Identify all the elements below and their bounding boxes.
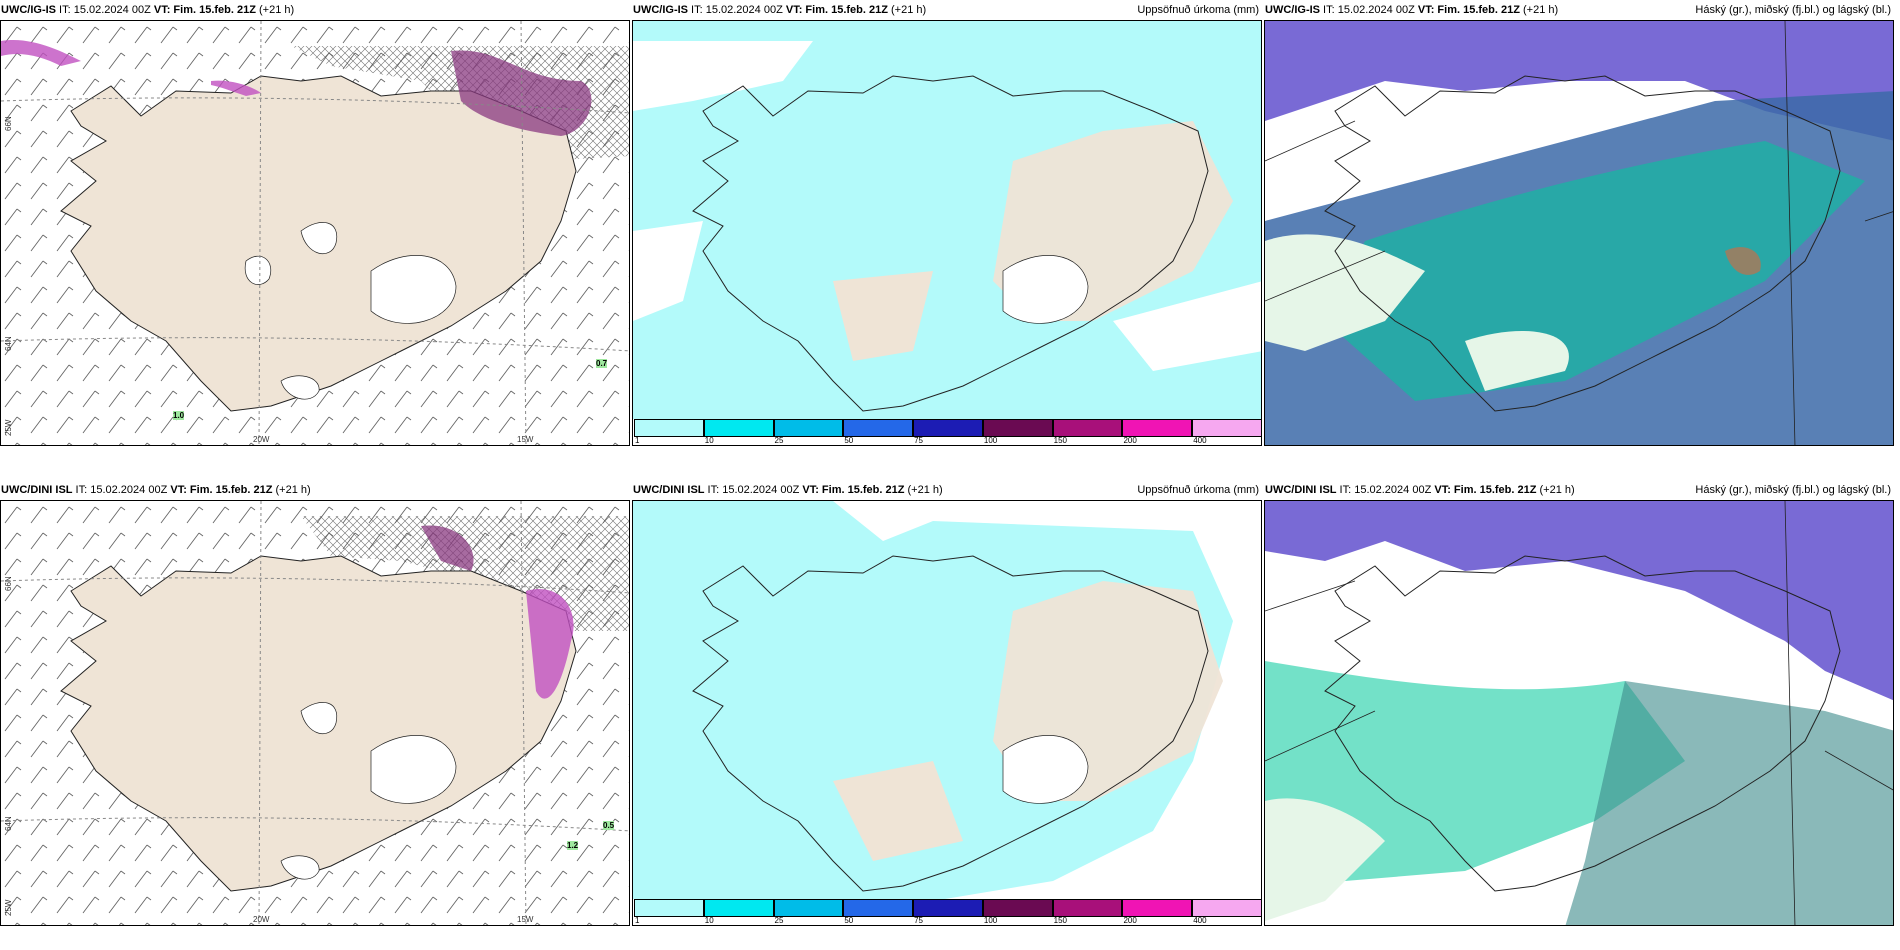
panel-field-title: Uppsöfnuð úrkoma (mm)	[1137, 484, 1259, 496]
lon-label-20: 20W	[253, 435, 270, 444]
wind-map: 66N 64N 25W 20W 15W 1.0 0.7	[0, 20, 630, 446]
lon-label-20: 20W	[253, 915, 270, 924]
panel-header: UWC/DINI ISL IT: 15.02.2024 00Z VT: Fim.…	[632, 480, 1262, 500]
model-name: UWC/IG-IS	[1265, 4, 1320, 16]
panel-header: UWC/DINI ISL IT: 15.02.2024 00Z VT: Fim.…	[1264, 480, 1894, 500]
model-name: UWC/IG-IS	[1, 4, 56, 16]
colorbar-label: 100	[983, 916, 998, 925]
colorbar-swatch	[1052, 899, 1123, 917]
colorbar-swatch	[634, 419, 704, 437]
colorbar-swatch	[982, 419, 1053, 437]
colorbar-swatch	[1122, 899, 1193, 917]
colorbar-swatch	[843, 899, 914, 917]
panel-header: UWC/IG-IS IT: 15.02.2024 00Z VT: Fim. 15…	[632, 0, 1262, 20]
colorbar-swatch	[982, 899, 1053, 917]
panel-ig-clouds: UWC/IG-IS IT: 15.02.2024 00Z VT: Fim. 15…	[1264, 0, 1894, 446]
lat-label-66: 66N	[4, 116, 13, 131]
panel-ig-wind: UWC/IG-IS IT: 15.02.2024 00Z VT: Fim. 15…	[0, 0, 630, 446]
lon-label-15: 15W	[517, 435, 534, 444]
lat-label-66: 66N	[4, 576, 13, 591]
colorbar-swatch	[703, 419, 774, 437]
colorbar-label: 200	[1123, 916, 1137, 925]
wind-map: 66N 64N 25W 20W 15W 1.2 0.5	[0, 500, 630, 926]
lon-label-25: 25W	[4, 899, 13, 916]
colorbar-label: 1	[635, 916, 640, 925]
colorbar-label: 1	[635, 436, 640, 445]
panel-dini-precip: UWC/DINI ISL IT: 15.02.2024 00Z VT: Fim.…	[632, 480, 1262, 926]
colorbar-swatch	[1192, 419, 1261, 437]
precip-map: 1 10 25 50 75 100 150 200 400	[632, 500, 1262, 926]
colorbar-label: 10	[704, 436, 714, 445]
lat-label-64: 64N	[4, 816, 13, 831]
colorbar-swatch	[1122, 419, 1193, 437]
colorbar-label: 10	[704, 916, 714, 925]
lon-label-25: 25W	[4, 419, 13, 436]
model-name: UWC/DINI ISL	[633, 484, 705, 496]
colorbar-swatch	[1192, 899, 1261, 917]
panel-dini-wind: UWC/DINI ISL IT: 15.02.2024 00Z VT: Fim.…	[0, 480, 630, 926]
iceland-land	[60, 75, 577, 412]
precip-colorbar: 1 10 25 50 75 100 150 200 400	[633, 899, 1261, 925]
colorbar-label: 50	[844, 436, 854, 445]
wind-value: 1.0	[173, 411, 185, 420]
panel-ig-precip: UWC/IG-IS IT: 15.02.2024 00Z VT: Fim. 15…	[632, 0, 1262, 446]
cloud-map	[1264, 20, 1894, 446]
panel-field-title: Háský (gr.), miðský (fj.bl.) og lágský (…	[1695, 4, 1891, 16]
lat-label-64: 64N	[4, 336, 13, 351]
colorbar-label: 50	[844, 916, 854, 925]
colorbar-label: 25	[774, 916, 784, 925]
colorbar-label: 400	[1193, 436, 1207, 445]
panel-field-title: Uppsöfnuð úrkoma (mm)	[1137, 4, 1259, 16]
colorbar-label: 75	[914, 916, 924, 925]
colorbar-swatch	[913, 899, 983, 917]
wind-value: 0.7	[596, 359, 608, 368]
colorbar-swatch	[703, 899, 774, 917]
colorbar-swatch	[843, 419, 914, 437]
panel-header: UWC/IG-IS IT: 15.02.2024 00Z VT: Fim. 15…	[1264, 0, 1894, 20]
colorbar-label: 200	[1123, 436, 1137, 445]
precip-map: 1 10 25 50 75 100 150 200 400	[632, 20, 1262, 446]
panel-dini-clouds: UWC/DINI ISL IT: 15.02.2024 00Z VT: Fim.…	[1264, 480, 1894, 926]
colorbar-label: 75	[914, 436, 924, 445]
cloud-map	[1264, 500, 1894, 926]
wind-value: 1.2	[567, 841, 579, 850]
colorbar-label: 150	[1053, 436, 1068, 445]
model-name: UWC/DINI ISL	[1265, 484, 1337, 496]
panel-header: UWC/IG-IS IT: 15.02.2024 00Z VT: Fim. 15…	[0, 0, 630, 20]
model-name: UWC/IG-IS	[633, 4, 688, 16]
panel-field-title: Háský (gr.), miðský (fj.bl.) og lágský (…	[1695, 484, 1891, 496]
panel-header: UWC/DINI ISL IT: 15.02.2024 00Z VT: Fim.…	[0, 480, 630, 500]
precip-colorbar: 1 10 25 50 75 100 150 200 400	[633, 419, 1261, 445]
colorbar-swatch	[773, 899, 844, 917]
colorbar-swatch	[1052, 419, 1123, 437]
model-name: UWC/DINI ISL	[1, 484, 73, 496]
colorbar-label: 25	[774, 436, 784, 445]
colorbar-swatch	[773, 419, 844, 437]
colorbar-label: 400	[1193, 916, 1207, 925]
colorbar-label: 100	[983, 436, 998, 445]
colorbar-swatch	[634, 899, 704, 917]
wind-value: 0.5	[603, 821, 615, 830]
colorbar-label: 150	[1053, 916, 1068, 925]
lon-label-15: 15W	[517, 915, 534, 924]
colorbar-swatch	[913, 419, 983, 437]
